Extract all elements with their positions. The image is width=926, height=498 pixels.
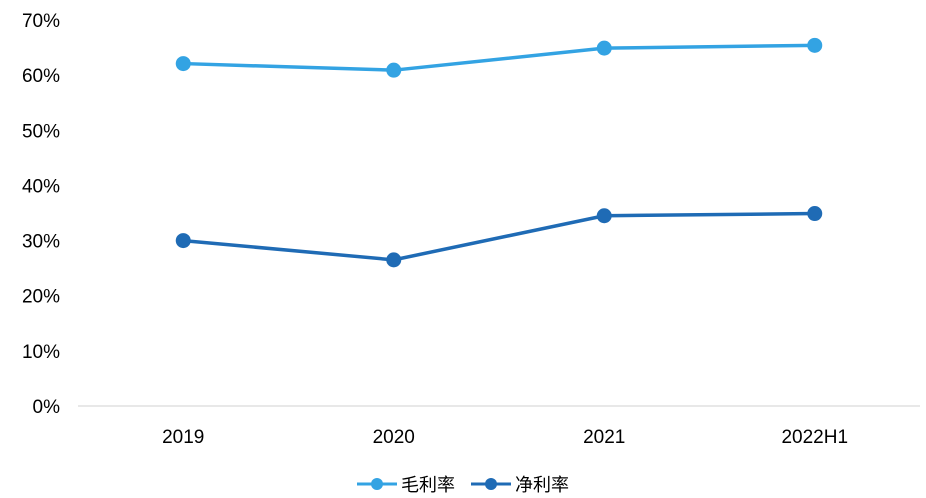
y-tick-label: 0% (33, 397, 61, 418)
y-tick-label: 30% (22, 232, 60, 253)
series-line (183, 211, 815, 262)
legend-swatch-net-margin (471, 478, 511, 490)
y-tick-label: 60% (22, 66, 60, 87)
x-tick-label: 2019 (162, 427, 204, 448)
x-tick-label: 2021 (583, 427, 625, 448)
legend-item-net-margin: 净利率 (471, 471, 569, 497)
y-tick-label: 50% (22, 121, 60, 142)
y-tick-label: 40% (22, 176, 60, 197)
series-line (183, 43, 815, 72)
y-axis-tick-labels: 0% 10% 20% 30% 40% 50% 60% 70% (22, 11, 60, 418)
x-tick-label: 2020 (373, 427, 415, 448)
data-point (807, 206, 823, 222)
data-point (175, 56, 191, 72)
data-point (596, 208, 612, 224)
y-tick-label: 10% (22, 342, 60, 363)
legend-label-gross-margin: 毛利率 (401, 475, 455, 496)
data-point (596, 40, 612, 56)
legend-label-net-margin: 净利率 (515, 475, 569, 496)
x-axis-tick-labels: 2019 2020 2021 2022H1 (162, 427, 848, 448)
legend-item-gross-margin: 毛利率 (357, 471, 455, 497)
series-0 (175, 37, 823, 78)
series-1 (175, 206, 823, 268)
y-tick-label: 20% (22, 287, 60, 308)
line-chart: 0% 10% 20% 30% 40% 50% 60% 70% 2019 2020 2021 2022… (22, 11, 920, 448)
data-point (807, 37, 823, 53)
data-point (386, 252, 402, 268)
legend-swatch-gross-margin (357, 478, 397, 490)
x-tick-label: 2022H1 (781, 427, 848, 448)
data-point (175, 233, 191, 249)
data-point (386, 62, 402, 78)
series-layer (175, 37, 823, 268)
legend: 毛利率 净利率 (0, 470, 926, 498)
y-tick-label: 70% (22, 11, 60, 32)
